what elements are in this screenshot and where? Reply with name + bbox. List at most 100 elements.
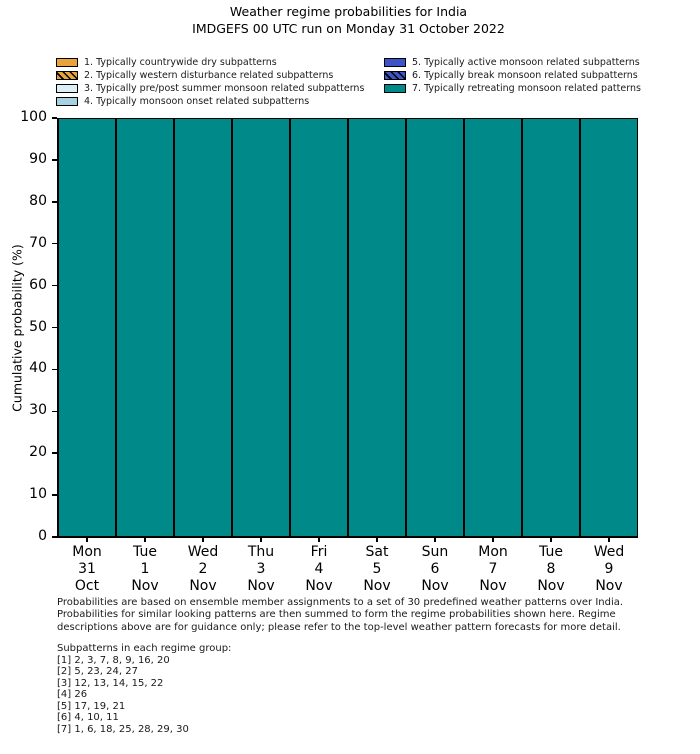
footnote-line: descriptions above are for guidance only…	[57, 621, 621, 633]
x-tick-label: Tue 1 Nov	[116, 544, 174, 595]
y-tick-label: 60	[29, 276, 47, 293]
x-tick-mark	[376, 537, 378, 542]
x-tick-mark	[608, 537, 610, 542]
legend-item: 3. Typically pre/post summer monsoon rel…	[56, 82, 364, 95]
x-tick-label-line: 31	[78, 561, 96, 577]
x-tick-label: Mon 7 Nov	[464, 544, 522, 595]
bar	[348, 118, 406, 537]
x-tick-label: Wed 2 Nov	[174, 544, 232, 595]
bar	[116, 118, 174, 537]
legend-item: 6. Typically break monsoon related subpa…	[384, 69, 641, 82]
subpattern-line: [5] 17, 19, 21	[57, 700, 126, 712]
legend-column-left: 1. Typically countrywide dry subpatterns…	[56, 56, 364, 108]
x-tick-label-line: Nov	[247, 578, 275, 594]
bar-segment	[580, 118, 638, 537]
chart-title-line1: Weather regime probabilities for India	[229, 4, 468, 19]
legend-swatch	[56, 58, 78, 67]
y-tick-mark	[51, 201, 57, 203]
y-tick-label: 50	[29, 318, 47, 335]
x-tick-label-line: 9	[604, 561, 614, 577]
y-tick-mark	[51, 536, 57, 538]
x-tick-label: Mon 31 Oct	[58, 544, 116, 595]
x-tick-label-line: Nov	[131, 578, 159, 594]
x-tick-label-line: Oct	[74, 578, 100, 594]
bar-segment	[464, 118, 522, 537]
legend-swatch	[384, 84, 406, 93]
x-tick-label-line: Nov	[595, 578, 623, 594]
y-tick-label: 0	[38, 528, 47, 544]
legend-item: 2. Typically western disturbance related…	[56, 69, 364, 82]
footnote-line: Probabilities for similar looking patter…	[57, 609, 616, 621]
y-tick-mark	[51, 117, 57, 119]
y-tick-label: 10	[29, 486, 47, 503]
chart-title-line2: IMDGEFS 00 UTC run on Monday 31 October …	[192, 20, 505, 36]
y-tick-mark	[51, 494, 57, 496]
x-tick-label-line: 8	[546, 561, 556, 577]
x-tick-mark	[144, 537, 146, 542]
y-tick-mark	[51, 368, 57, 371]
x-tick-label: Sun 6 Nov	[406, 544, 464, 595]
x-tick-label-line: Nov	[363, 578, 391, 594]
legend-item: 7. Typically retreating monsoon related …	[384, 82, 641, 95]
x-tick-label-line: Wed	[593, 544, 625, 560]
bar-segment	[174, 118, 232, 537]
y-tick-label: 80	[29, 192, 47, 209]
y-tick-mark	[51, 284, 57, 287]
x-tick-label-line: Thu	[247, 544, 275, 560]
subpattern-line: [2] 5, 23, 24, 27	[57, 666, 138, 677]
x-tick-mark	[492, 537, 494, 542]
y-tick-label: 30	[29, 402, 47, 419]
x-tick-label-line: Mon	[72, 544, 102, 560]
y-tick-label: 90	[29, 150, 47, 167]
y-tick-label: 20	[29, 444, 47, 461]
bar	[232, 118, 290, 537]
x-tick-label: Thu 3 Nov	[232, 544, 290, 595]
subpattern-line: [7] 1, 6, 18, 25, 28, 29, 30	[57, 723, 189, 735]
legend-label: 4. Typically monsoon onset related subpa…	[84, 96, 310, 107]
x-tick-label-line: Nov	[537, 578, 565, 594]
bar	[174, 118, 232, 537]
bar-segment	[232, 118, 290, 537]
bar-segment	[348, 118, 406, 537]
y-tick-mark	[51, 452, 57, 454]
footnote-text: Probabilities are based on ensemble memb…	[57, 597, 623, 634]
x-tick-mark	[318, 537, 320, 542]
subpattern-line: [4] 26	[57, 689, 88, 700]
bar	[464, 118, 522, 537]
x-tick-label-line: Sun	[421, 544, 449, 560]
x-tick-label: Wed 9 Nov	[580, 544, 638, 595]
y-tick-mark	[51, 242, 57, 245]
x-tick-label-line: 3	[256, 561, 266, 577]
x-tick-label-line: Nov	[421, 578, 449, 594]
bar-segment	[522, 118, 580, 537]
legend-item: 1. Typically countrywide dry subpatterns	[56, 56, 364, 69]
x-tick-label-line: Mon	[478, 544, 508, 560]
subpatterns-heading: Subpatterns in each regime group:	[57, 643, 232, 654]
legend-swatch	[384, 71, 406, 80]
bar-segment	[116, 118, 174, 537]
bar	[580, 118, 638, 537]
legend-item: 5. Typically active monsoon related subp…	[384, 56, 641, 69]
legend-swatch	[56, 71, 78, 80]
x-tick-label-line: 1	[140, 561, 150, 577]
x-tick-label-line: Nov	[305, 578, 333, 594]
x-tick-mark	[260, 537, 262, 542]
subpattern-line: [1] 2, 3, 7, 8, 9, 16, 20	[57, 654, 170, 666]
legend-label: 5. Typically active monsoon related subp…	[412, 57, 640, 68]
legend-label: 6. Typically break monsoon related subpa…	[412, 70, 638, 81]
y-tick-label: 70	[29, 234, 47, 251]
y-tick-label: 100	[20, 109, 47, 125]
x-tick-label-line: 5	[372, 561, 382, 577]
y-tick-mark	[51, 410, 57, 413]
legend-label: 1. Typically countrywide dry subpatterns	[84, 57, 277, 68]
legend-label: 2. Typically western disturbance related…	[84, 70, 334, 81]
x-tick-mark	[550, 537, 552, 542]
x-tick-label-line: 4	[314, 561, 324, 577]
x-tick-label: Sat 5 Nov	[348, 544, 406, 595]
legend-swatch	[56, 97, 78, 106]
chart-title: Weather regime probabilities for India I…	[0, 4, 697, 37]
x-tick-label-line: Tue	[133, 544, 157, 560]
x-tick-label: Tue 8 Nov	[522, 544, 580, 595]
x-tick-label-line: 7	[488, 561, 498, 577]
